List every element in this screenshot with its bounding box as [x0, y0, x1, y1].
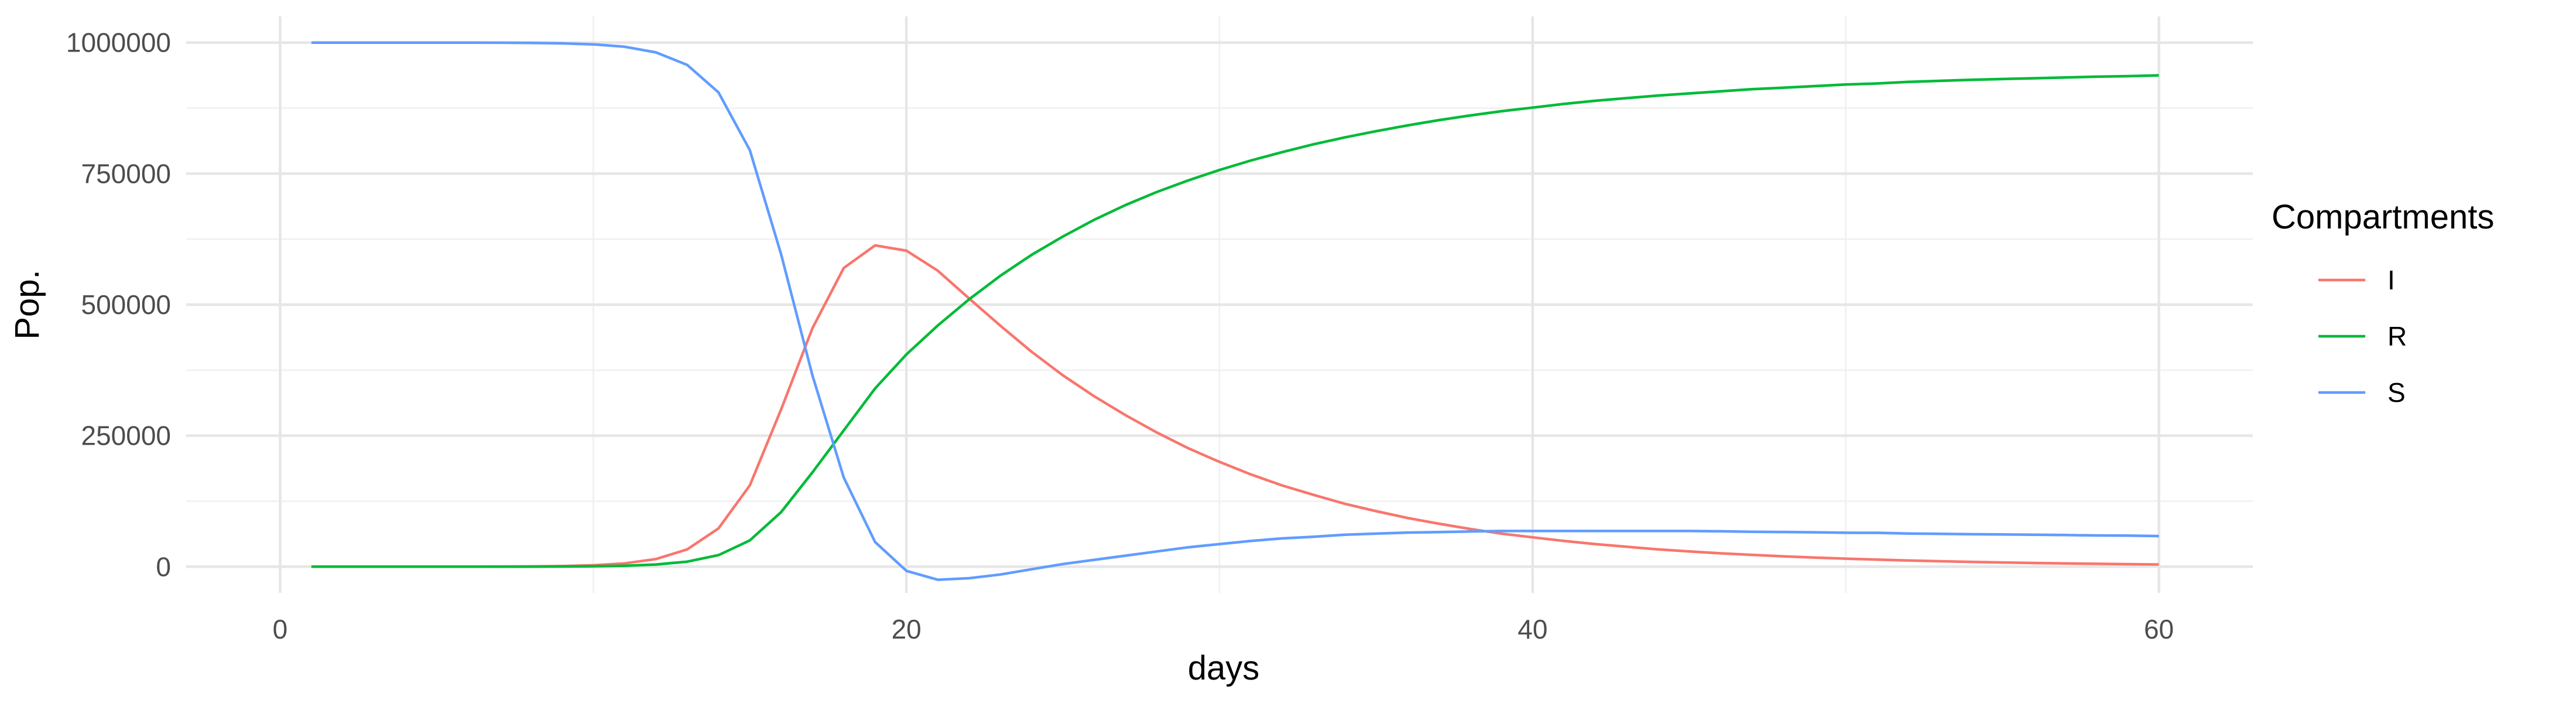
series-line-I: [311, 244, 2159, 568]
x-tick-label: 20: [892, 614, 922, 644]
x-tick-label: 60: [2144, 614, 2174, 644]
x-axis-title: days: [1188, 649, 1260, 687]
y-tick-label: 1000000: [66, 28, 171, 58]
x-tick-label: 0: [273, 614, 288, 644]
x-tick-label: 40: [1517, 614, 1547, 644]
y-tick-label: 250000: [81, 421, 172, 451]
y-tick-label: 500000: [81, 289, 172, 320]
y-tick-label: 750000: [81, 158, 172, 189]
legend-title: Compartments: [2272, 198, 2494, 236]
gridlines: [186, 16, 2253, 593]
x-axis-ticks: 0 20 40 60: [273, 614, 2174, 644]
series-line-R: [311, 74, 2159, 568]
legend-label-R: R: [2387, 321, 2407, 352]
series-lines: [311, 41, 2159, 581]
y-axis-title: Pop.: [8, 269, 46, 339]
y-tick-label: 0: [156, 551, 171, 582]
legend-label-I: I: [2387, 265, 2395, 295]
legend: Compartments IRS: [2272, 198, 2494, 408]
y-axis-ticks: 0 250000 500000 750000 1000000: [66, 28, 171, 582]
legend-label-S: S: [2387, 377, 2406, 408]
legend-items: IRS: [2318, 265, 2407, 408]
series-line-S: [311, 41, 2159, 581]
